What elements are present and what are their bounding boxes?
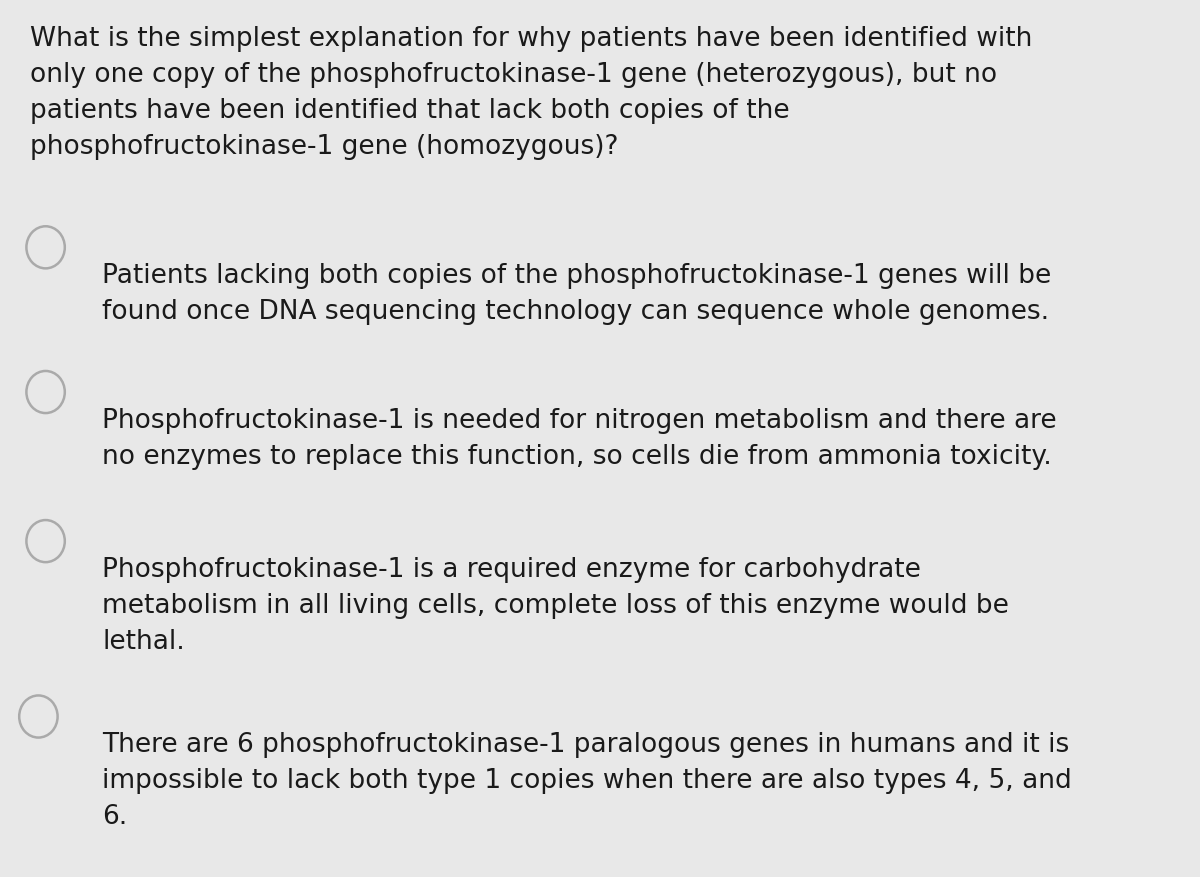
Text: Phosphofructokinase-1 is needed for nitrogen metabolism and there are
no enzymes: Phosphofructokinase-1 is needed for nitr… [102,408,1057,470]
Text: Phosphofructokinase-1 is a required enzyme for carbohydrate
metabolism in all li: Phosphofructokinase-1 is a required enzy… [102,557,1009,655]
Text: What is the simplest explanation for why patients have been identified with
only: What is the simplest explanation for why… [30,26,1032,160]
Text: There are 6 phosphofructokinase-1 paralogous genes in humans and it is
impossibl: There are 6 phosphofructokinase-1 paralo… [102,732,1072,831]
Text: Patients lacking both copies of the phosphofructokinase-1 genes will be
found on: Patients lacking both copies of the phos… [102,263,1051,325]
